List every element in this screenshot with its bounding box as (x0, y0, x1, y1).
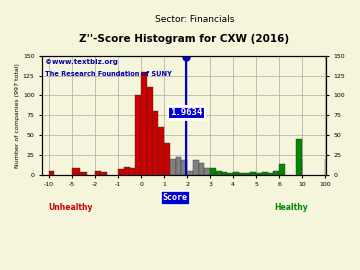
Bar (239, 173, 245, 174)
Bar (251, 172, 256, 174)
Bar (170, 159, 176, 174)
Bar (80, 172, 87, 174)
FancyBboxPatch shape (168, 106, 205, 119)
Text: Healthy: Healthy (275, 203, 309, 212)
Bar (181, 160, 187, 174)
Bar (176, 157, 181, 174)
Bar (135, 95, 141, 174)
Title: Z''-Score Histogram for CXW (2016): Z''-Score Histogram for CXW (2016) (79, 34, 289, 44)
Bar (72, 168, 80, 174)
Text: The Research Foundation of SUNY: The Research Foundation of SUNY (45, 71, 172, 77)
Bar (49, 171, 54, 174)
Bar (187, 171, 193, 174)
Bar (297, 139, 302, 174)
Bar (158, 127, 164, 174)
Text: 1.9634: 1.9634 (170, 108, 202, 117)
Bar (101, 172, 107, 174)
Bar (204, 168, 210, 174)
Bar (141, 72, 147, 174)
Y-axis label: Number of companies (997 total): Number of companies (997 total) (15, 63, 20, 168)
Bar (256, 173, 262, 174)
Bar (245, 173, 251, 174)
Bar (164, 143, 170, 174)
Bar (95, 171, 101, 174)
Text: Score: Score (163, 194, 188, 202)
Bar (118, 169, 124, 174)
Bar (193, 160, 199, 174)
Bar (228, 173, 233, 174)
Bar (199, 163, 204, 174)
Text: Unhealthy: Unhealthy (48, 203, 93, 212)
Bar (279, 164, 285, 174)
Bar (130, 168, 135, 174)
Bar (210, 168, 216, 174)
Bar (274, 171, 279, 174)
Bar (268, 173, 274, 174)
Bar (216, 171, 222, 174)
Bar (153, 111, 158, 174)
Bar (262, 172, 268, 174)
Text: ©www.textbiz.org: ©www.textbiz.org (45, 59, 118, 65)
Bar (147, 87, 153, 174)
Bar (124, 167, 130, 174)
Bar (222, 172, 228, 174)
Bar (233, 172, 239, 174)
Text: Sector: Financials: Sector: Financials (155, 15, 234, 24)
